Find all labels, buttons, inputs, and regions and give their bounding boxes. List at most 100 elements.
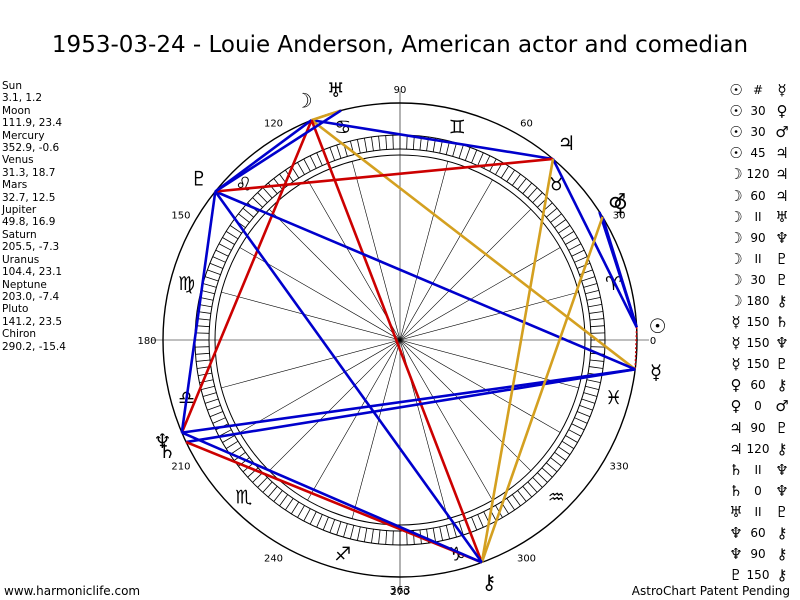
degree-tick xyxy=(267,486,278,498)
degree-label: 0 xyxy=(650,336,656,347)
degree-tick xyxy=(257,477,268,488)
degree-tick xyxy=(207,404,221,411)
aspect-row: ☿ 150 ♇ xyxy=(727,354,799,375)
aspect-row: ☿ 150 ♄ xyxy=(727,312,799,333)
aspect-planet-2: ♇ xyxy=(775,418,789,437)
aspect-row: ☉ 30 ♂ xyxy=(727,122,799,143)
degree-tick xyxy=(458,144,464,159)
degree-tick xyxy=(527,481,538,493)
degree-tick xyxy=(522,486,533,498)
degree-tick xyxy=(585,290,600,295)
planet-position: 104.4, 23.1 xyxy=(2,266,63,279)
degree-tick xyxy=(561,231,575,240)
aspect-planet-1: ☿ xyxy=(731,334,741,353)
degree-tick xyxy=(222,435,235,443)
degree-tick xyxy=(207,269,221,276)
zodiac-sign-glyph: ♊ xyxy=(449,117,466,139)
planet-position: 205.5, -7.3 xyxy=(2,241,60,254)
degree-tick xyxy=(204,398,219,404)
aspect-planet-2: ♆ xyxy=(775,334,789,353)
aspect-angle: 180 xyxy=(746,293,770,308)
aspect-angle: II xyxy=(754,504,762,519)
degree-tick xyxy=(579,404,593,411)
degree-tick xyxy=(195,352,210,355)
planet-position-list: Sun 3.1, 1.2 Moon 111.9, 23.4 Mercury 35… xyxy=(2,80,66,353)
aspect-planet-2: ⚷ xyxy=(776,524,788,543)
degree-tick xyxy=(336,521,342,536)
aspect-angle: 90 xyxy=(750,230,766,245)
planet-name: Neptune xyxy=(2,278,47,291)
degree-tick xyxy=(546,207,558,218)
degree-label: 30 xyxy=(613,211,626,222)
aspect-row: ☉ 45 ♃ xyxy=(727,143,799,164)
degree-tick xyxy=(322,516,329,531)
aspect-line xyxy=(214,119,313,193)
aspect-planet-2: ♇ xyxy=(775,270,789,289)
degree-tick xyxy=(571,249,585,257)
degree-tick xyxy=(343,523,348,538)
degree-tick xyxy=(202,283,217,288)
degree-tick xyxy=(316,152,323,166)
degree-tick xyxy=(583,392,598,397)
degree-tick xyxy=(371,136,374,151)
planet-position: 49.8, 16.9 xyxy=(2,216,56,229)
aspect-row: ☿ 150 ♆ xyxy=(727,333,799,354)
degree-tick xyxy=(262,187,273,199)
planet-name: Uranus xyxy=(2,253,40,266)
aspect-angle: 30 xyxy=(750,272,766,287)
degree-tick xyxy=(464,147,471,161)
aspect-row: ♃ 120 ⚷ xyxy=(727,439,799,460)
aspect-planet-2: ⚷ xyxy=(776,376,788,395)
aspect-row: ♃ 90 ♇ xyxy=(727,418,799,439)
degree-tick xyxy=(574,417,588,424)
planet-glyph: ♃ xyxy=(558,131,576,155)
footer-website: www.harmoniclife.com xyxy=(4,584,141,598)
degree-tick xyxy=(364,528,368,542)
degree-tick xyxy=(522,182,533,194)
degree-tick xyxy=(218,243,232,251)
aspect-row: ☉ # ☿ xyxy=(727,80,799,101)
aspect-planet-1: ☽ xyxy=(729,165,743,184)
degree-tick xyxy=(439,526,444,541)
degree-tick xyxy=(532,477,543,488)
aspect-planet-1: ♆ xyxy=(729,524,743,543)
degree-label: 330 xyxy=(610,462,629,473)
aspect-angle: 60 xyxy=(750,378,766,393)
degree-tick xyxy=(196,359,211,362)
aspect-angle: II xyxy=(754,209,762,224)
degree-tick xyxy=(477,514,484,528)
degree-tick xyxy=(212,256,226,263)
degree-tick xyxy=(586,296,601,301)
aspect-row: ☽ 60 ♃ xyxy=(727,185,799,206)
aspect-planet-1: ☽ xyxy=(729,186,743,205)
degree-tick xyxy=(574,256,588,263)
aspect-planet-2: ⚷ xyxy=(776,291,788,310)
aspect-planet-1: ♇ xyxy=(729,566,743,585)
degree-tick xyxy=(565,435,578,443)
degree-tick xyxy=(517,490,527,502)
aspect-line xyxy=(480,158,555,563)
aspect-line xyxy=(551,158,638,328)
aspect-angle: 120 xyxy=(746,441,770,456)
degree-tick xyxy=(303,508,311,522)
degree-tick xyxy=(273,178,283,190)
degree-tick xyxy=(212,417,226,424)
planet-name: Chiron xyxy=(2,328,37,341)
wheel-bottom-label: 363 xyxy=(389,584,411,597)
planet-name: Saturn xyxy=(2,228,37,241)
aspect-line xyxy=(598,211,638,328)
aspect-line xyxy=(311,109,342,122)
degree-tick xyxy=(571,423,585,431)
degree-tick xyxy=(262,481,273,493)
aspect-angle: 150 xyxy=(746,336,770,351)
degree-tick xyxy=(558,225,571,234)
aspect-angle: 90 xyxy=(750,547,766,562)
planet-position: 141.2, 23.5 xyxy=(2,315,63,328)
aspect-angle: # xyxy=(752,83,764,98)
planet-position: 3.1, 1.2 xyxy=(2,92,43,105)
degree-tick xyxy=(558,446,571,455)
aspect-line xyxy=(180,191,217,433)
aspect-planet-2: ♄ xyxy=(775,313,789,332)
degree-tick xyxy=(297,162,305,175)
